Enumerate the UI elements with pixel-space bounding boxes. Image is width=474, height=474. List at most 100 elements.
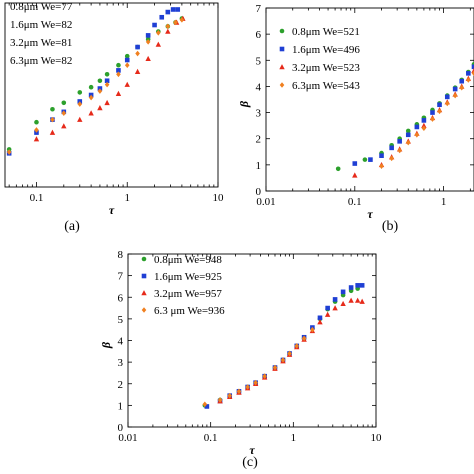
y-tick-label: 2 bbox=[256, 134, 262, 146]
data-point bbox=[156, 30, 161, 36]
legend-entry: 3.2μm We=81 bbox=[10, 37, 72, 49]
data-point bbox=[88, 84, 94, 90]
x-tick-label: 10 bbox=[213, 192, 225, 204]
data-point bbox=[97, 105, 103, 111]
x-tick-label: 10 bbox=[371, 432, 383, 444]
data-point bbox=[50, 116, 55, 123]
series-3 bbox=[33, 15, 186, 142]
data-point bbox=[34, 119, 39, 125]
data-point bbox=[348, 297, 354, 303]
data-point bbox=[202, 401, 208, 408]
legend-entry: 0.8μm We=521 bbox=[292, 26, 360, 38]
data-point bbox=[175, 7, 181, 12]
data-point bbox=[34, 127, 39, 133]
x-tick-label: 1 bbox=[124, 192, 130, 204]
legend-entry: 0.8μm We=77 bbox=[10, 1, 73, 13]
data-point bbox=[471, 70, 474, 77]
data-point bbox=[340, 289, 346, 295]
x-tick-label: 0.1 bbox=[348, 196, 362, 208]
legend-entry: 0.8μm We=948 bbox=[154, 254, 222, 266]
y-tick-label: 5 bbox=[256, 55, 262, 67]
data-point bbox=[325, 305, 330, 311]
data-point bbox=[444, 100, 450, 107]
data-point bbox=[165, 28, 171, 34]
data-point bbox=[115, 90, 122, 97]
data-point bbox=[135, 44, 140, 50]
data-point bbox=[310, 326, 315, 333]
data-point bbox=[6, 149, 12, 155]
series-4 bbox=[6, 17, 185, 155]
data-point bbox=[88, 110, 94, 116]
legend-marker bbox=[279, 28, 285, 34]
data-point bbox=[104, 99, 110, 106]
data-point bbox=[104, 78, 110, 84]
panel-label: (a) bbox=[64, 219, 80, 234]
series-1 bbox=[335, 61, 474, 172]
data-point bbox=[173, 19, 178, 26]
data-point bbox=[77, 116, 83, 122]
x-tick-label: 1 bbox=[441, 196, 447, 208]
data-point bbox=[466, 77, 471, 83]
series-2 bbox=[204, 283, 365, 409]
legend-marker bbox=[279, 46, 285, 52]
panel-label: (c) bbox=[242, 455, 258, 470]
data-point bbox=[97, 78, 103, 84]
data-point bbox=[159, 14, 165, 20]
legend-entry: 3.2μm We=523 bbox=[292, 62, 360, 74]
data-point bbox=[444, 94, 450, 100]
data-point bbox=[430, 116, 435, 122]
series-2 bbox=[352, 64, 474, 166]
data-point bbox=[379, 163, 384, 169]
data-point bbox=[77, 101, 83, 107]
data-point bbox=[421, 125, 427, 132]
panel-b: 0.01 0.1 1 0 1 2 3 4 5 6 7 τ β 0.8μm We=521 1.6μm We=4… bbox=[237, 3, 474, 234]
series-4 bbox=[379, 70, 474, 169]
data-point bbox=[124, 57, 130, 63]
data-point bbox=[379, 153, 384, 159]
data-point bbox=[466, 71, 471, 76]
x-axis-label: τ bbox=[109, 203, 115, 217]
data-point bbox=[405, 128, 411, 134]
data-point bbox=[236, 388, 242, 395]
data-point bbox=[340, 300, 346, 307]
data-point bbox=[61, 100, 67, 106]
data-point bbox=[459, 78, 465, 84]
y-tick-label: 0 bbox=[256, 186, 262, 198]
panel-c: 0.01 0.1 1 10 0 1 2 3 4 5 6 7 8 τ β 0.8μm We=948 1.6μm W… bbox=[99, 249, 382, 470]
series-4 bbox=[202, 326, 315, 408]
y-tick-label: 7 bbox=[118, 271, 124, 283]
x-tick-label: 0.1 bbox=[30, 192, 44, 204]
y-tick-label: 3 bbox=[118, 357, 124, 369]
data-point bbox=[165, 23, 171, 30]
legend-marker bbox=[141, 307, 147, 313]
data-point bbox=[359, 283, 365, 288]
data-point bbox=[145, 39, 151, 45]
data-point bbox=[301, 335, 307, 342]
data-point bbox=[437, 102, 442, 108]
data-point bbox=[88, 94, 94, 101]
data-point bbox=[287, 350, 292, 357]
y-tick-label: 1 bbox=[256, 160, 262, 172]
data-point bbox=[145, 33, 151, 38]
data-point bbox=[362, 157, 368, 162]
y-tick-label: 0 bbox=[118, 422, 124, 434]
data-point bbox=[405, 139, 411, 146]
data-point bbox=[61, 110, 67, 116]
data-point bbox=[77, 90, 83, 95]
x-axis-label: τ bbox=[249, 443, 255, 457]
data-point bbox=[324, 311, 331, 317]
y-tick-label: 6 bbox=[256, 29, 262, 41]
data-point bbox=[471, 64, 474, 70]
data-point bbox=[253, 379, 258, 386]
plot-frame bbox=[4, 2, 219, 188]
x-tick-label: 0.1 bbox=[204, 432, 218, 444]
data-point bbox=[116, 68, 121, 73]
y-tick-label: 7 bbox=[256, 3, 262, 15]
data-point bbox=[245, 384, 250, 390]
data-point bbox=[155, 41, 162, 47]
data-point bbox=[430, 110, 435, 115]
data-point bbox=[217, 397, 223, 403]
data-point bbox=[317, 319, 323, 325]
data-point bbox=[262, 373, 267, 379]
data-points bbox=[6, 7, 186, 156]
